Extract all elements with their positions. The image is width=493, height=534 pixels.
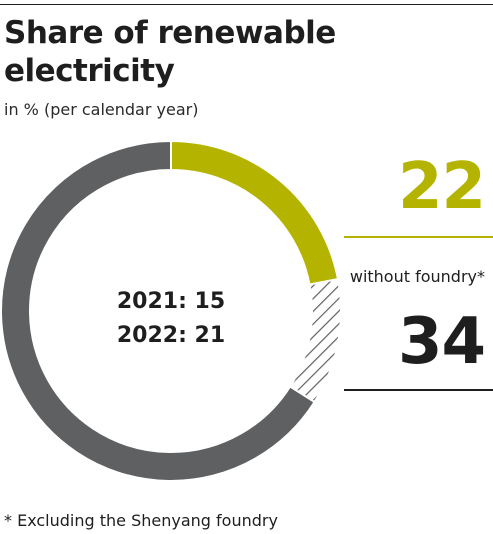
footnote: * Excluding the Shenyang foundry [4,511,278,530]
center-label-2022: 2022: 21 [117,323,225,348]
donut-slices [0,140,342,482]
donut-slice-0 [170,140,340,286]
renewable-share-without-foundry-value: 34 [397,305,486,379]
renewable-share-value: 22 [397,150,486,224]
chart-title: Share of renewable electricity [4,15,336,89]
donut-slice-2 [0,140,316,482]
dark-rule [344,389,493,391]
donut-slice-1 [288,277,342,404]
donut-chart: 2021: 15 2022: 21 [0,140,342,482]
center-label-2021: 2021: 15 [117,289,225,314]
top-rule [0,4,493,5]
chart-subtitle: in % (per calendar year) [4,100,199,119]
without-foundry-note: without foundry* [349,267,485,286]
accent-rule [344,236,493,238]
